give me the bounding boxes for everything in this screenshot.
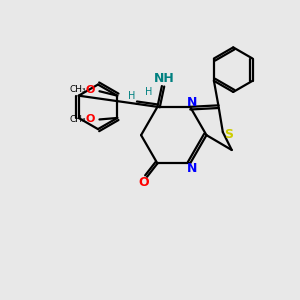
Text: H: H	[128, 91, 136, 100]
Text: N: N	[186, 96, 197, 109]
Text: O: O	[85, 85, 94, 95]
Text: S: S	[224, 128, 233, 141]
Text: H: H	[145, 87, 152, 97]
Text: N: N	[186, 162, 197, 175]
Text: CH₃: CH₃	[70, 85, 86, 94]
Text: O: O	[85, 115, 94, 124]
Text: CH₃: CH₃	[70, 115, 86, 124]
Text: O: O	[139, 176, 149, 189]
Text: NH: NH	[154, 72, 175, 85]
